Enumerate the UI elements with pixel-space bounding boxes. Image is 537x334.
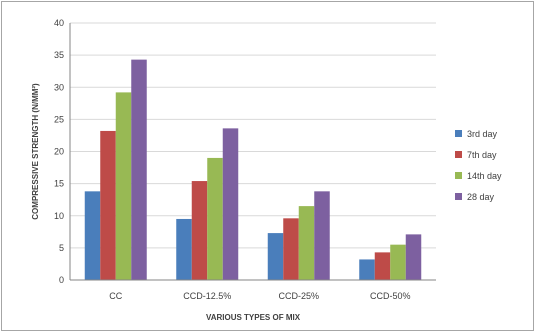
bar-cc-14th-day (115, 92, 132, 280)
y-tick-label: 0 (59, 275, 64, 285)
x-axis-label: VARIOUS TYPES OF MIX (206, 313, 301, 322)
bar-ccd-25--14th-day (298, 206, 315, 280)
legend-swatch (455, 130, 462, 137)
x-tick-label: CC (109, 291, 122, 301)
bar-ccd-50--28-day (405, 234, 422, 280)
y-tick-label: 15 (54, 179, 64, 189)
legend-label: 3rd day (467, 129, 498, 139)
x-tick-label: CCD-12.5% (183, 291, 231, 301)
y-tick-label: 10 (54, 211, 64, 221)
bar-ccd-50--7th-day (374, 252, 391, 280)
y-axis-ticks: 0 5 10 15 20 25 30 35 40 (54, 18, 64, 285)
bar-ccd-12-5--7th-day (191, 181, 208, 280)
bar-cc-3rd-day (84, 191, 101, 280)
legend-label: 7th day (467, 150, 497, 160)
bar-cc-7th-day (100, 130, 116, 280)
bar-ccd-25--28-day (314, 191, 330, 280)
bar-ccd-50--14th-day (390, 244, 406, 280)
y-tick-label: 30 (54, 82, 64, 92)
bar-ccd-12-5--14th-day (207, 157, 223, 280)
y-tick-label: 40 (54, 18, 64, 28)
y-tick-label: 20 (54, 147, 64, 157)
bar-ccd-12-5--28-day (222, 128, 239, 280)
bar-ccd-12-5--3rd-day (176, 218, 192, 280)
bar-ccd-25--3rd-day (267, 233, 284, 280)
bar-ccd-25--7th-day (283, 218, 299, 280)
bar-ccd-50--3rd-day (359, 259, 375, 280)
y-tick-label: 5 (59, 243, 64, 253)
x-tick-label: CCD-25% (278, 291, 319, 301)
legend-label: 14th day (467, 171, 502, 181)
bar-cc-28-day (131, 59, 147, 281)
legend-swatch (455, 193, 462, 200)
bars (84, 59, 422, 281)
legend-label: 28 day (467, 192, 495, 202)
legend-swatch (455, 172, 462, 179)
x-tick-label: CCD-50% (370, 291, 411, 301)
legend: 3rd day 7th day 14th day 28 day (455, 129, 502, 202)
y-tick-label: 25 (54, 114, 64, 124)
x-axis-categories: CC CCD-12.5% CCD-25% CCD-50% (109, 291, 410, 301)
y-axis-label: COMPRESSIVE STRENGTH (N/MM²) (31, 83, 40, 220)
legend-swatch (455, 151, 462, 158)
y-tick-label: 35 (54, 50, 64, 60)
